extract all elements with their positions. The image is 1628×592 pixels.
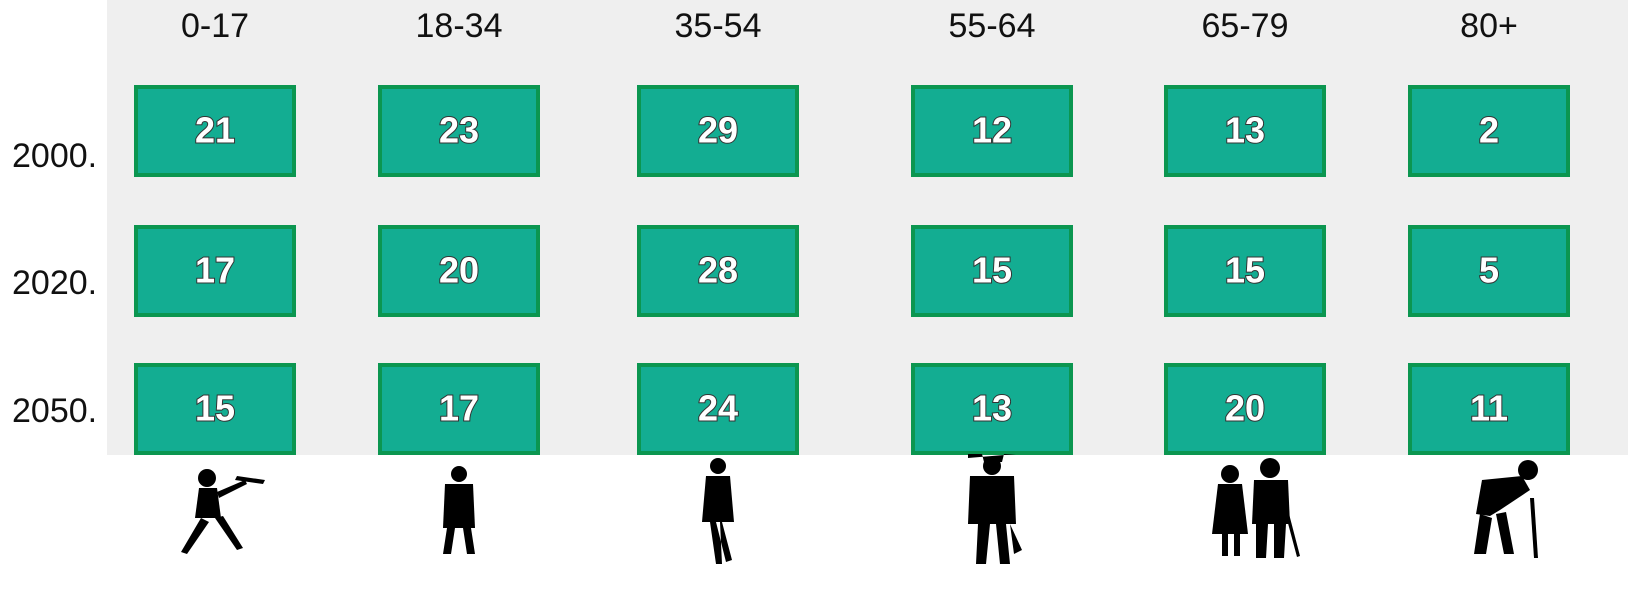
value-label: 13: [1225, 110, 1265, 151]
column-header: 65-79: [1202, 7, 1289, 45]
value-label: 20: [1225, 388, 1265, 429]
child-figure: [181, 469, 265, 554]
value-label: 5: [1479, 250, 1499, 291]
column-header: 18-34: [416, 7, 503, 45]
column-header: 35-54: [675, 7, 762, 45]
value-label: 12: [972, 110, 1012, 151]
panel: [107, 0, 1628, 455]
column-header: 55-64: [949, 7, 1036, 45]
row-label: 2020.: [12, 264, 97, 302]
value-label: 29: [698, 110, 738, 151]
value-label: 20: [439, 250, 479, 291]
row-label: 2050.: [12, 392, 97, 430]
column-header: 80+: [1460, 7, 1518, 45]
value-label: 24: [698, 388, 738, 429]
value-label: 28: [698, 250, 738, 291]
value-label: 21: [195, 110, 235, 151]
value-label: 17: [195, 250, 235, 291]
column-header: 0-17: [181, 7, 249, 45]
value-label: 13: [972, 388, 1012, 429]
value-label: 11: [1470, 388, 1508, 429]
infographic: 0-17 18-34 35-54 55-64 65-79 80+ 2000. 21 23 29 12…: [0, 0, 1628, 587]
young-figure: [443, 466, 475, 554]
value-label: 15: [195, 388, 235, 429]
couple-figure: [1212, 458, 1300, 558]
row-label: 2000.: [12, 137, 97, 175]
value-label: 2: [1479, 110, 1499, 151]
woman-figure: [702, 458, 734, 564]
value-label: 15: [1225, 250, 1265, 291]
value-label: 23: [439, 110, 479, 151]
man-figure: [968, 454, 1022, 564]
elderly-figure: [1474, 460, 1538, 558]
value-label: 17: [439, 388, 479, 429]
silhouettes: [181, 454, 1538, 564]
value-label: 15: [972, 250, 1012, 291]
